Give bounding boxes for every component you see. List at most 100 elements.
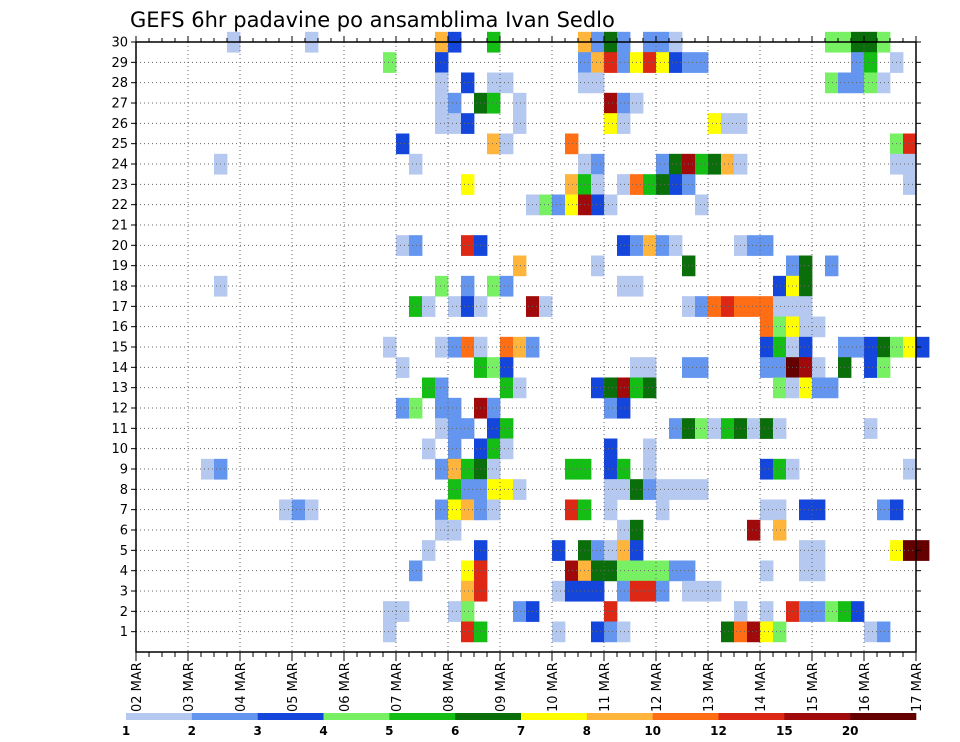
heatmap-cell [513, 113, 527, 134]
heatmap-cell [435, 113, 449, 134]
heatmap-cell [643, 560, 657, 582]
heatmap-cell [851, 601, 865, 622]
y-tick-label: 22 [111, 198, 128, 213]
heatmap-cell [461, 621, 475, 643]
heatmap-cell [604, 377, 618, 399]
y-tick-label: 20 [111, 239, 128, 254]
heatmap-cell [500, 438, 514, 460]
heatmap-cell [903, 153, 917, 175]
heatmap-cells [201, 31, 930, 643]
heatmap-cell [513, 479, 527, 500]
heatmap-cell [851, 52, 865, 73]
heatmap-cell [500, 357, 514, 378]
heatmap-cell [799, 255, 813, 277]
heatmap-cell [773, 418, 787, 439]
heatmap-cell [812, 377, 826, 399]
heatmap-cell [461, 499, 475, 521]
heatmap-cell [656, 479, 670, 500]
heatmap-cell [604, 499, 618, 521]
heatmap-cell [669, 174, 683, 195]
heatmap-cell [448, 519, 462, 541]
heatmap-cell [721, 113, 735, 134]
heatmap-cell [708, 113, 722, 134]
x-tick-label: 14 MAR [754, 662, 769, 712]
y-tick-label: 7 [120, 503, 128, 518]
heatmap-cell [448, 336, 462, 358]
heatmap-cell [409, 153, 423, 175]
heatmap-cell [539, 194, 553, 216]
heatmap-cell [812, 601, 826, 622]
heatmap-cell [435, 418, 449, 439]
heatmap-cell [487, 458, 501, 480]
legend-label: 4 [319, 724, 327, 738]
heatmap-cell [591, 255, 605, 277]
heatmap-cell [643, 357, 657, 378]
heatmap-cell [435, 52, 449, 73]
heatmap-cell [461, 479, 475, 500]
heatmap-cell [591, 621, 605, 643]
y-tick-label: 14 [111, 361, 128, 376]
heatmap-cell [669, 153, 683, 175]
heatmap-cell [435, 275, 449, 297]
heatmap-cell [396, 133, 410, 155]
legend-label: 7 [517, 724, 525, 738]
heatmap-cell [643, 235, 657, 256]
heatmap-cell [383, 601, 397, 622]
heatmap-cell [487, 357, 501, 378]
heatmap-cell [903, 174, 917, 195]
heatmap-cell [552, 621, 566, 643]
heatmap-cell [617, 174, 631, 195]
heatmap-cell [591, 153, 605, 175]
heatmap-cell [565, 133, 579, 155]
legend-label: 8 [583, 724, 591, 738]
heatmap-cell [461, 296, 475, 317]
heatmap-cell [383, 621, 397, 643]
heatmap-cell [760, 336, 774, 358]
heatmap-cell [825, 255, 839, 277]
y-tick-label: 17 [111, 300, 128, 315]
heatmap-cell [669, 560, 683, 582]
heatmap-cell [708, 296, 722, 317]
heatmap-cell [604, 92, 618, 114]
heatmap-cell [864, 52, 878, 73]
heatmap-cell [305, 499, 319, 521]
x-tick-label: 07 MAR [390, 662, 405, 712]
heatmap-cell [760, 316, 774, 338]
heatmap-cell [487, 92, 501, 114]
heatmap-cell [851, 72, 865, 94]
y-tick-label: 4 [120, 564, 128, 579]
heatmap-cell [617, 540, 631, 561]
heatmap-cell [461, 113, 475, 134]
heatmap-cell [916, 540, 930, 561]
heatmap-cell [591, 560, 605, 582]
heatmap-cell [591, 580, 605, 602]
heatmap-cell [656, 580, 670, 602]
heatmap-cell [513, 92, 527, 114]
heatmap-cell [435, 377, 449, 399]
heatmap-cell [461, 72, 475, 94]
heatmap-cell [448, 438, 462, 460]
heatmap-cell [500, 72, 514, 94]
y-tick-label: 25 [111, 137, 128, 152]
heatmap-cell [669, 235, 683, 256]
heatmap-cell [721, 621, 735, 643]
x-tick-label: 16 MAR [858, 662, 873, 712]
y-tick-label: 24 [111, 158, 128, 173]
color-legend: 1 2 3 4 5 6 7 8 10 12 15 20 [122, 713, 917, 738]
heatmap-cell [851, 336, 865, 358]
heatmap-cell [864, 72, 878, 94]
x-tick-label: 06 MAR [338, 662, 353, 712]
heatmap-cell [643, 479, 657, 500]
y-tick-label: 9 [120, 463, 128, 478]
heatmap-cell [617, 275, 631, 297]
heatmap-cell [773, 296, 787, 317]
heatmap-cell [604, 540, 618, 561]
heatmap-cell [604, 397, 618, 419]
heatmap-cell [877, 357, 891, 378]
heatmap-cell [435, 458, 449, 480]
heatmap-cell [773, 621, 787, 643]
legend-label: 3 [253, 724, 261, 738]
y-tick-label: 28 [111, 76, 128, 91]
heatmap-cell [708, 153, 722, 175]
heatmap-cell [877, 336, 891, 358]
